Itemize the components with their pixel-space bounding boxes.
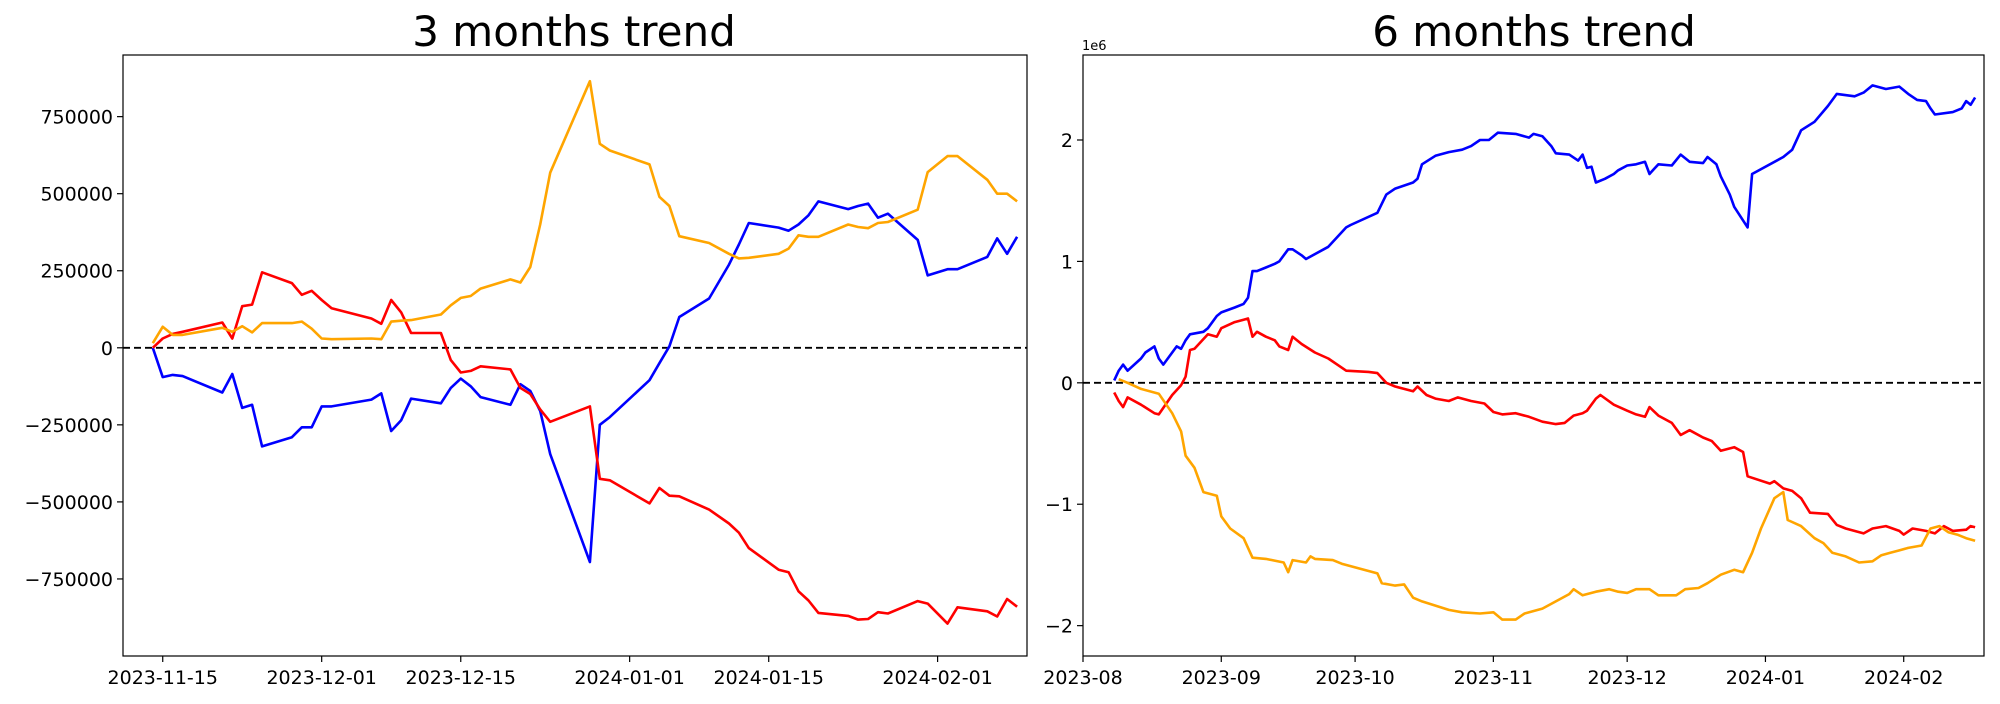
x-tick-label: 2023-09	[1182, 667, 1261, 689]
y-tick-label: 750000	[40, 107, 113, 129]
x-tick-label: 2023-12-01	[266, 667, 376, 689]
x-tick-label: 2024-01-01	[574, 667, 684, 689]
chart-title-6-months: 6 months trend	[1372, 7, 1696, 56]
x-tick-label: 2024-01	[1726, 667, 1805, 689]
plot-frame	[1082, 54, 1985, 657]
x-tick-label: 2023-11	[1454, 667, 1533, 689]
y-tick-label: −2	[1045, 616, 1073, 638]
series-line-2	[151, 270, 1018, 625]
series-line-3	[151, 79, 1018, 344]
y-tick-label: −750000	[25, 569, 113, 591]
series-line-2	[1113, 317, 1976, 536]
chart-title-3-months: 3 months trend	[412, 7, 736, 56]
plot-frame	[122, 54, 1028, 657]
y-axis-offset-label: 1e6	[1082, 39, 1107, 54]
series-line-1	[1113, 84, 1977, 381]
x-tick-label: 2023-12-15	[406, 667, 516, 689]
y-tick-label: 500000	[40, 184, 113, 206]
y-tick-label: 0	[1061, 373, 1073, 395]
y-tick-label: 1	[1061, 251, 1073, 273]
x-tick-label: 2023-08	[1043, 667, 1122, 689]
series-line-3	[1118, 377, 1976, 621]
x-tick-label: 2024-02	[1864, 667, 1943, 689]
y-tick-label: −1	[1045, 494, 1073, 516]
y-tick-label: −250000	[25, 415, 113, 437]
series-line-1	[151, 200, 1019, 564]
chart-3-months: 3 months trend 2023-11-15 2023-12-01 2023-…	[25, 7, 1028, 689]
y-tick-label: 250000	[40, 261, 113, 283]
x-tick-label: 2023-12	[1587, 667, 1666, 689]
y-tick-label: 2	[1061, 130, 1073, 152]
x-tick-label: 2024-02-01	[882, 667, 992, 689]
chart-6-months: 6 months trend 1e6 2023-08 2023-09 2023-10…	[1043, 7, 1985, 689]
y-tick-label: −500000	[25, 492, 113, 514]
x-tick-label: 2023-10	[1315, 667, 1394, 689]
x-tick-label: 2023-11-15	[108, 667, 218, 689]
x-tick-label: 2024-01-15	[714, 667, 824, 689]
y-tick-label: 0	[101, 338, 113, 360]
